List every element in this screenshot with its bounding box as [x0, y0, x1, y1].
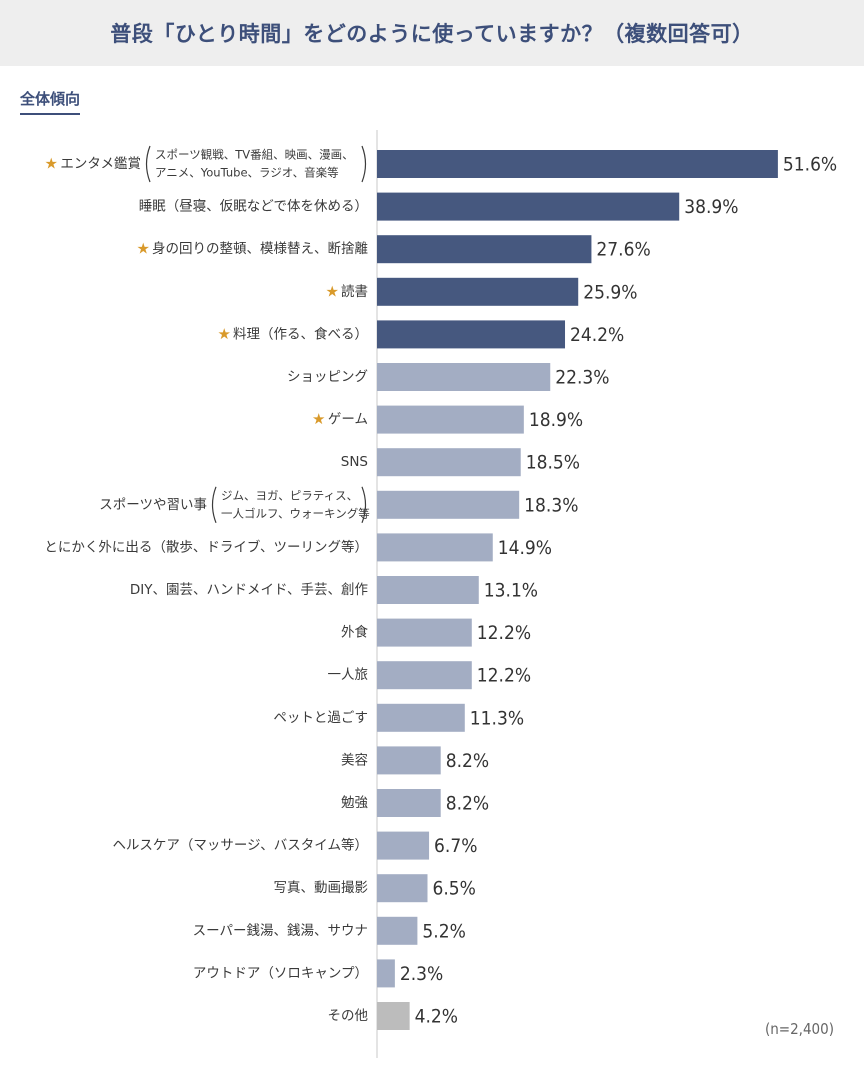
- category-label-8: SNS: [341, 454, 368, 470]
- category-label-12: 外食: [341, 624, 368, 641]
- bar-14: [377, 703, 465, 732]
- value-label-4: 25.9%: [583, 281, 637, 303]
- bar-16: [377, 789, 441, 817]
- note-line2-1: アニメ、YouTube、ラジオ、音楽等: [155, 166, 339, 180]
- value-label-21: 4.2%: [415, 1006, 458, 1028]
- bar-18: [377, 874, 428, 903]
- category-label-7: ゲーム: [328, 412, 368, 428]
- star-icon: ★: [218, 325, 231, 343]
- value-label-15: 8.2%: [446, 750, 489, 772]
- value-label-1: 51.6%: [783, 154, 837, 176]
- value-label-3: 27.6%: [596, 239, 650, 261]
- bar-3: [377, 235, 592, 264]
- bar-5: [377, 320, 566, 349]
- bar-15: [377, 746, 441, 775]
- value-label-2: 38.9%: [684, 196, 738, 218]
- value-label-6: 22.3%: [555, 367, 609, 389]
- category-label-11: DIY、園芸、ハンドメイド、手芸、創作: [130, 582, 368, 598]
- category-label-4: 読書: [341, 284, 368, 300]
- bar-12: [377, 618, 472, 647]
- bar-6: [377, 363, 551, 391]
- note-paren-close-9: [361, 486, 367, 524]
- category-label-1: エンタメ鑑賞: [60, 155, 141, 172]
- value-label-20: 2.3%: [400, 963, 443, 985]
- value-label-7: 18.9%: [529, 409, 583, 431]
- category-label-2: 睡眠（昼寝、仮眠などで体を休める）: [139, 198, 368, 215]
- bar-21: [377, 1002, 410, 1030]
- section-label: 全体傾向: [20, 88, 81, 115]
- value-label-5: 24.2%: [570, 324, 624, 346]
- bar-4: [377, 277, 579, 306]
- note-line2-9: 一人ゴルフ、ウォーキング等: [221, 506, 370, 520]
- value-label-16: 8.2%: [446, 793, 489, 815]
- category-label-21: その他: [328, 1008, 369, 1024]
- star-icon: ★: [326, 282, 339, 300]
- category-label-19: スーパー銭湯、銭湯、サウナ: [193, 922, 368, 939]
- bar-17: [377, 831, 430, 860]
- category-label-6: ショッピング: [287, 369, 368, 385]
- star-icon: ★: [137, 240, 150, 258]
- sample-size-note: (n=2,400): [764, 1020, 834, 1038]
- bar-9: [377, 490, 520, 519]
- note-paren-close-1: [361, 145, 367, 183]
- value-label-14: 11.3%: [470, 707, 524, 729]
- category-label-16: 勉強: [341, 795, 368, 811]
- category-label-14: ペットと過ごす: [273, 710, 368, 726]
- value-label-18: 6.5%: [433, 878, 476, 900]
- note-line1-1: スポーツ観戦、TV番組、映画、漫画、: [155, 148, 354, 162]
- value-label-19: 5.2%: [422, 920, 465, 942]
- category-label-15: 美容: [341, 751, 368, 768]
- value-label-11: 13.1%: [484, 580, 538, 602]
- value-label-13: 12.2%: [477, 665, 531, 687]
- category-label-20: アウトドア（ソロキャンプ）: [193, 965, 368, 981]
- note-paren-open-9: [211, 486, 217, 524]
- category-label-18: 写真、動画撮影: [274, 879, 369, 896]
- category-label-13: 一人旅: [328, 667, 369, 683]
- category-label-5: 料理（作る、食べる）: [233, 325, 368, 342]
- value-label-10: 14.9%: [498, 537, 552, 559]
- value-label-8: 18.5%: [526, 452, 580, 474]
- bar-13: [377, 661, 472, 690]
- note-paren-open-1: [145, 145, 151, 183]
- category-label-17: ヘルスケア（マッサージ、バスタイム等）: [112, 837, 368, 854]
- category-label-3: 身の回りの整頓、模様替え、断捨離: [152, 240, 368, 257]
- star-icon: ★: [45, 155, 58, 173]
- category-label-9: スポーツや習い事: [99, 497, 207, 513]
- bar-19: [377, 916, 418, 945]
- bar-8: [377, 448, 521, 477]
- value-label-12: 12.2%: [477, 622, 531, 644]
- category-label-10: とにかく外に出る（散歩、ドライブ、ツーリング等）: [44, 538, 368, 555]
- bar-20: [377, 959, 395, 988]
- bar-10: [377, 533, 493, 562]
- bar-11: [377, 576, 479, 604]
- bar-1: [377, 150, 778, 178]
- bar-2: [377, 192, 680, 221]
- value-label-9: 18.3%: [524, 494, 578, 516]
- bar-7: [377, 405, 524, 434]
- page-title: 普段「ひとり時間」をどのように使っていますか？（複数回答可）: [110, 22, 754, 46]
- star-icon: ★: [312, 410, 325, 428]
- title-bar: 普段「ひとり時間」をどのように使っていますか？（複数回答可）: [0, 0, 864, 66]
- note-line1-9: ジム、ヨガ、ピラティス、: [221, 488, 358, 502]
- value-label-17: 6.7%: [434, 835, 477, 857]
